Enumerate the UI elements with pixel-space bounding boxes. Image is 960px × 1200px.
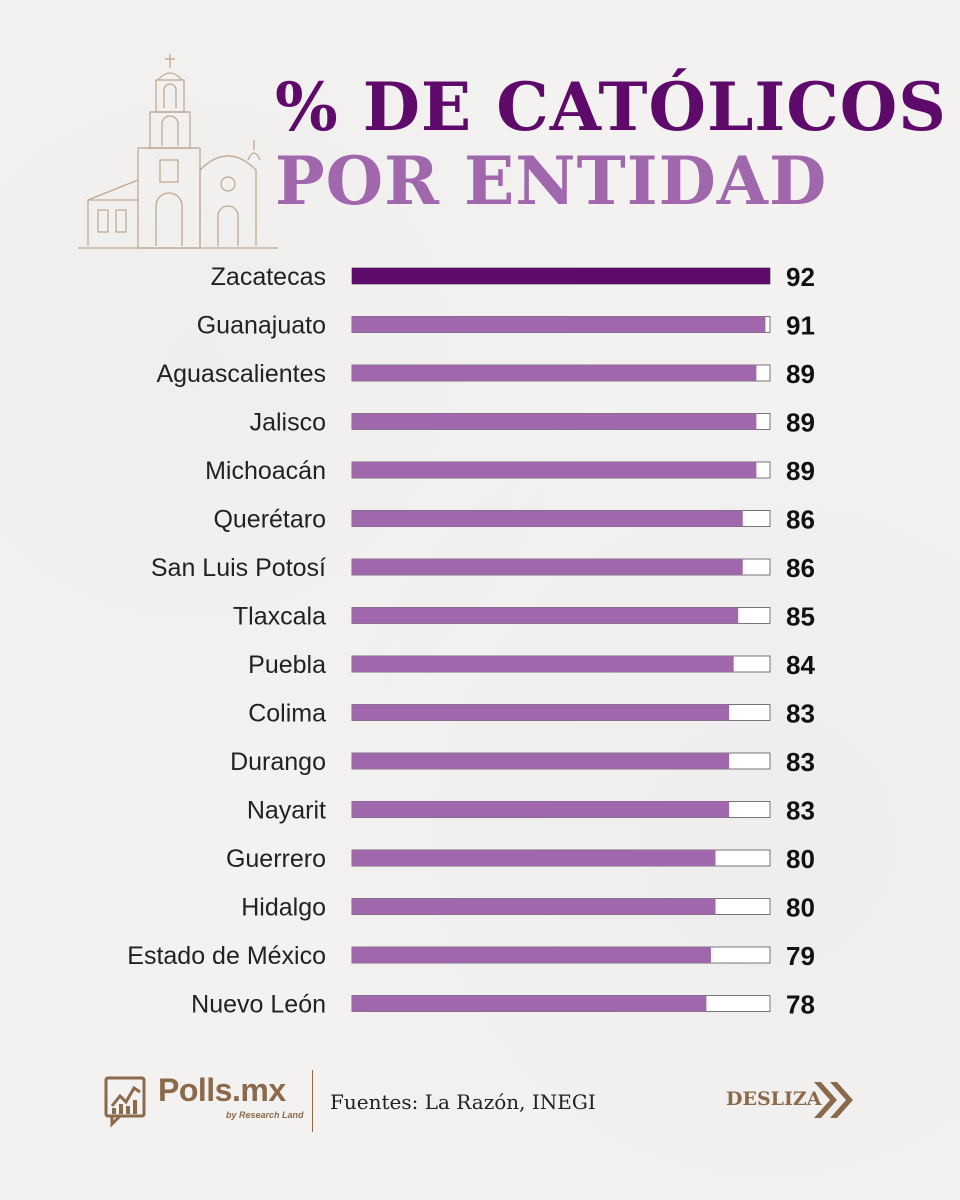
bar: [352, 365, 757, 381]
category-label: Tlaxcala: [233, 603, 326, 631]
category-label: Michoacán: [205, 457, 326, 485]
brand-name[interactable]: Polls.mx: [158, 1072, 286, 1108]
bar: [352, 559, 743, 575]
category-label: Jalisco: [250, 409, 326, 437]
value-label: 80: [786, 844, 815, 874]
value-label: 89: [786, 359, 815, 389]
page-title: % DE CATÓLICOS POR ENTIDAD: [275, 74, 947, 214]
bar: [352, 947, 711, 963]
category-label: Hidalgo: [241, 894, 326, 922]
bar: [352, 462, 757, 478]
value-label: 86: [786, 553, 815, 583]
category-label: Durango: [230, 748, 326, 776]
category-label: Estado de México: [127, 942, 326, 970]
category-label: Nayarit: [247, 797, 326, 825]
bar-chart: Zacatecas 92 Guanajuato 91 Aguascalientes 89 J…: [127, 262, 815, 1020]
polls-chart-icon[interactable]: [102, 1070, 152, 1128]
footer: Polls.mx by Research Land Fuentes: La Ra…: [0, 1060, 960, 1140]
value-label: 91: [786, 311, 815, 341]
category-label: Colima: [248, 700, 326, 728]
value-label: 79: [786, 941, 815, 971]
category-label: Nuevo León: [191, 991, 326, 1019]
bar: [352, 898, 716, 915]
value-label: 89: [786, 408, 815, 438]
bar: [352, 753, 730, 769]
bar: [352, 656, 734, 672]
category-label: Puebla: [248, 651, 326, 679]
bar: [352, 316, 766, 333]
category-label: Guanajuato: [197, 312, 326, 340]
value-label: 78: [786, 990, 815, 1020]
title-line-1: % DE CATÓLICOS: [275, 68, 947, 146]
category-label: Aguascalientes: [156, 360, 326, 388]
swipe-label[interactable]: DESLIZA: [726, 1088, 822, 1110]
value-label: 92: [786, 262, 815, 292]
value-label: 83: [786, 747, 815, 777]
bar: [352, 704, 730, 721]
value-label: 85: [786, 602, 815, 632]
double-chevron-right-icon[interactable]: [810, 1076, 858, 1124]
sources-text: Fuentes: La Razón, INEGI: [330, 1090, 596, 1114]
value-label: 83: [786, 796, 815, 826]
bar: [352, 510, 743, 527]
value-label: 83: [786, 699, 815, 729]
bar: [352, 850, 716, 866]
brand-subtitle: by Research Land: [226, 1110, 304, 1120]
footer-divider: [312, 1070, 313, 1132]
category-label: Querétaro: [213, 506, 326, 534]
value-label: 86: [786, 505, 815, 535]
category-label: Guerrero: [226, 845, 326, 873]
bar: [352, 413, 757, 430]
bar: [352, 801, 730, 818]
bar: [352, 607, 739, 624]
value-label: 89: [786, 456, 815, 486]
title-line-2: POR ENTIDAD: [275, 142, 828, 220]
bar: [352, 268, 770, 284]
category-label: Zacatecas: [211, 263, 326, 291]
church-illustration: [78, 54, 278, 249]
value-label: 80: [786, 893, 815, 923]
category-label: San Luis Potosí: [151, 554, 326, 582]
bar: [352, 995, 707, 1012]
value-label: 84: [786, 650, 815, 680]
